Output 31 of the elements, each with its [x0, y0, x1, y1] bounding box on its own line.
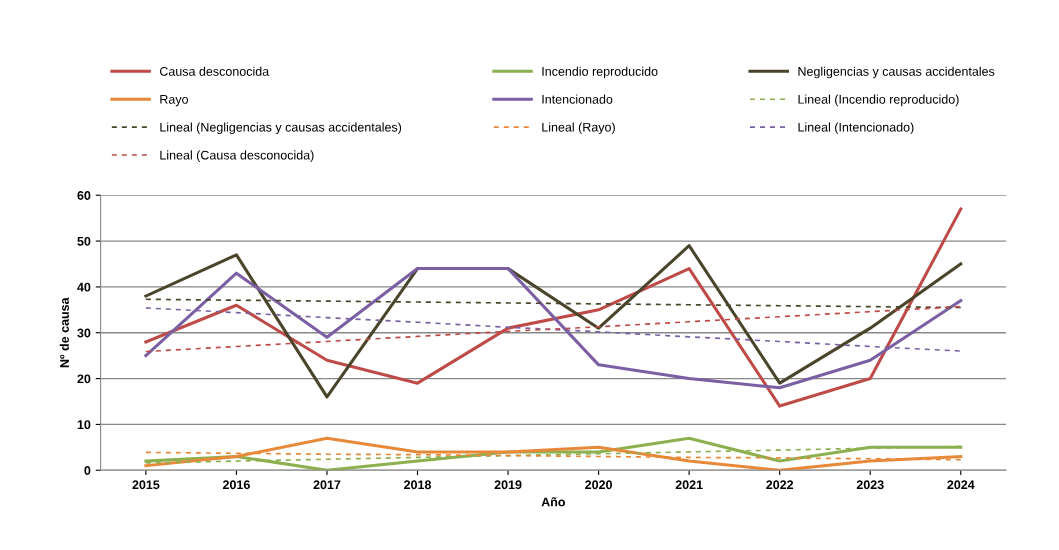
y-tick-label: 0 — [84, 466, 91, 475]
x-tick-label: 2020 — [585, 480, 612, 490]
legend-label: Causa desconocida — [159, 66, 270, 76]
x-tick-label: 2021 — [675, 480, 703, 490]
legend-label: Intencionado — [542, 94, 613, 104]
x-tick-label: 2016 — [222, 480, 250, 490]
x-tick-label: 2023 — [856, 480, 884, 490]
x-tick-label: 2024 — [947, 480, 975, 490]
legend-label: Lineal (Causa desconocida) — [160, 150, 314, 162]
legend-label: Incendio reproducido — [542, 66, 658, 79]
x-axis-title: Año — [541, 497, 565, 507]
x-tick-label: 2019 — [494, 480, 522, 490]
x-tick-label: 2018 — [404, 480, 432, 490]
legend-label: Lineal (Rayo) — [542, 122, 615, 135]
legend-label: Lineal (Incendio reproducido) — [798, 94, 959, 107]
y-tick-label: 50 — [77, 236, 91, 246]
line-series — [144, 207, 963, 408]
legend-label: Lineal (Negligencias y causas accidentales) — [160, 122, 402, 135]
legend-label: Rayo — [160, 95, 189, 107]
legend-label: Negligencias y causas accidentales — [798, 66, 995, 79]
x-tick-label: 2022 — [766, 480, 794, 490]
y-tick-label: 10 — [77, 420, 91, 430]
y-tick-label: 20 — [77, 374, 91, 384]
x-tick-label: 2017 — [313, 480, 341, 490]
y-axis-title: Nº de causa — [59, 297, 69, 368]
y-tick-label: 30 — [77, 328, 91, 338]
y-tick-label: 60 — [77, 191, 91, 200]
x-tick-label: 2015 — [132, 480, 160, 490]
legend-label: Lineal (Intencionado) — [798, 122, 914, 135]
y-tick-label: 40 — [77, 282, 91, 292]
line-series — [144, 267, 963, 390]
